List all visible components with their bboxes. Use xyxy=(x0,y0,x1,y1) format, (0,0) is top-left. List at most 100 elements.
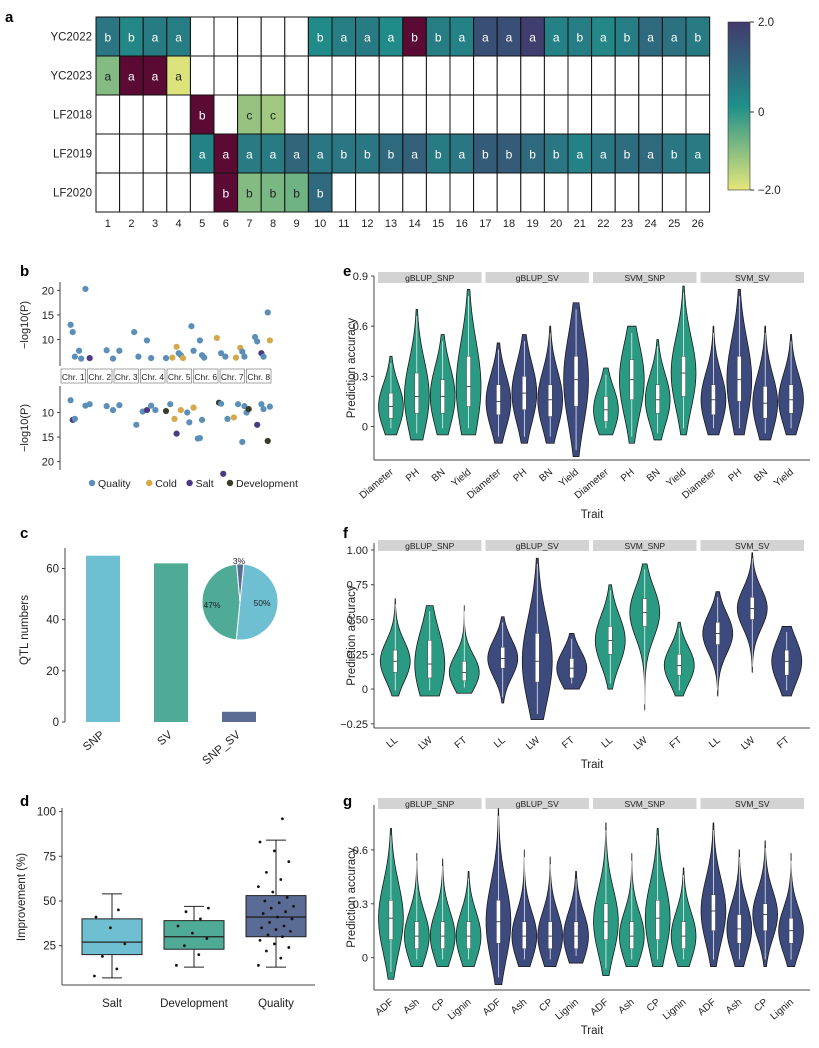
heatmap-cell-label: a xyxy=(340,31,347,45)
pie-slice xyxy=(235,563,279,641)
colorbar-tick-label: 2.0 xyxy=(758,17,774,29)
heatmap-empty-cell xyxy=(284,16,309,57)
heatmap-empty-cell xyxy=(237,16,262,57)
box-point xyxy=(273,849,276,853)
heatmap-column-label: 10 xyxy=(314,218,326,230)
manhattan-point xyxy=(179,355,187,362)
manhattan-point xyxy=(167,401,174,408)
pie-slice xyxy=(236,563,245,603)
heatmap-column-label: 3 xyxy=(152,218,158,230)
heatmap-column-label: 9 xyxy=(294,218,300,230)
chromosome-label: Chr. 5 xyxy=(168,372,191,382)
heatmap-empty-cell xyxy=(378,172,404,213)
heatmap-empty-cell xyxy=(331,172,357,213)
violin-inner-box xyxy=(522,921,527,949)
chromosome-box xyxy=(60,368,86,384)
manhattan-point xyxy=(177,406,184,414)
manhattan-point xyxy=(254,338,261,345)
manhattan-top-tick-label: 20 xyxy=(42,285,54,297)
box-point xyxy=(290,917,294,921)
violin-inner-box xyxy=(535,633,540,683)
heatmap-empty-cell xyxy=(661,55,687,96)
heatmap-empty-cell xyxy=(307,94,333,135)
violin-trait-label: ADF xyxy=(588,997,610,1018)
violin-inner-box xyxy=(737,356,742,402)
heatmap-empty-cell xyxy=(449,172,475,213)
heatmap-empty-cell xyxy=(473,55,498,96)
manhattan-point xyxy=(224,415,231,423)
box-point xyxy=(257,885,260,889)
violin-y-axis-label: Prediction accuracy xyxy=(346,585,358,686)
heatmap-column-label: 5 xyxy=(199,218,205,230)
manhattan-point xyxy=(162,355,170,362)
manhattan-point xyxy=(201,354,208,361)
violin-trait-label: LW xyxy=(524,735,542,753)
panel-label-e: e xyxy=(343,263,351,280)
heatmap-cell-label: a xyxy=(388,31,395,45)
heatmap-cell xyxy=(307,172,333,213)
heatmap-cell-label: a xyxy=(104,70,111,84)
heatmap-empty-cell xyxy=(473,94,498,135)
heatmap-empty-cell xyxy=(543,172,569,213)
violin-y-tick-label: −0.25 xyxy=(340,719,368,731)
violin-inner-box xyxy=(466,356,471,407)
violin-trait-label: CP xyxy=(752,997,770,1015)
heatmap-cell-label: b xyxy=(270,187,277,201)
violin-inner-box xyxy=(573,921,579,949)
heatmap-colorbar xyxy=(727,21,751,191)
box-point xyxy=(282,924,286,928)
facet-strip xyxy=(378,798,482,809)
facet-strip-label: gBLUP_SNP xyxy=(405,273,454,283)
violin-trait-label: Diameter xyxy=(573,466,612,501)
box-point xyxy=(175,963,178,967)
bar xyxy=(86,555,120,722)
violin-inner-box xyxy=(462,661,467,681)
heatmap-empty-cell xyxy=(213,55,239,96)
box-point xyxy=(279,956,283,960)
legend-label: Salt xyxy=(196,478,214,490)
violin-trait-label: Lignin xyxy=(768,997,796,1023)
manhattan-point xyxy=(245,405,252,413)
violin-inner-box xyxy=(547,921,553,949)
facet-strip-label: gBLUP_SV xyxy=(516,273,559,283)
manhattan-point xyxy=(222,353,229,360)
manhattan-bottom-tick-label: 15 xyxy=(42,432,54,444)
violin-x-axis-label: Trait xyxy=(581,1025,604,1037)
box-point xyxy=(101,954,104,958)
bar-y-tick-label: 0 xyxy=(53,717,59,729)
manhattan-point xyxy=(186,419,193,426)
heatmap-empty-cell xyxy=(425,55,451,96)
violin-trait-label: Yield xyxy=(772,467,796,489)
box-point xyxy=(197,953,201,957)
violin-trait-label: Lignin xyxy=(446,997,474,1023)
heatmap-cell-label: b xyxy=(364,148,371,162)
bar-y-tick-label: 40 xyxy=(46,615,59,627)
heatmap-cell-label: c xyxy=(246,109,252,123)
heatmap-empty-cell xyxy=(567,94,593,135)
violin-inner-box xyxy=(414,372,420,414)
manhattan-point xyxy=(67,321,74,328)
manhattan-point xyxy=(69,329,76,336)
box-category-label: Salt xyxy=(102,998,123,1010)
facet-strip-label: SVM_SV xyxy=(735,799,770,809)
bar-y-tick-label: 60 xyxy=(46,563,59,575)
violin-inner-box xyxy=(655,899,660,940)
heatmap-empty-cell xyxy=(685,172,711,213)
heatmap-empty-cell xyxy=(520,55,545,96)
panel-label-f: f xyxy=(343,525,349,542)
bar-category-label: SV xyxy=(155,729,175,748)
heatmap-cell-label: b xyxy=(576,31,583,45)
violin-inner-box xyxy=(573,356,579,407)
heatmap-empty-cell xyxy=(685,94,711,135)
heatmap-empty-cell xyxy=(119,133,144,174)
violin-inner-box xyxy=(388,899,394,940)
chromosome-box xyxy=(113,368,139,384)
facet-strip-label: SVM_SNP xyxy=(624,541,665,551)
heatmap-cell-label: a xyxy=(152,31,159,45)
manhattan-point xyxy=(230,414,237,421)
manhattan-point xyxy=(254,421,261,428)
violin-trait-label: FT xyxy=(668,735,684,751)
heatmap-empty-cell xyxy=(378,55,404,96)
violin-inner-box xyxy=(677,654,682,676)
violin-trait-label: CP xyxy=(537,997,555,1015)
